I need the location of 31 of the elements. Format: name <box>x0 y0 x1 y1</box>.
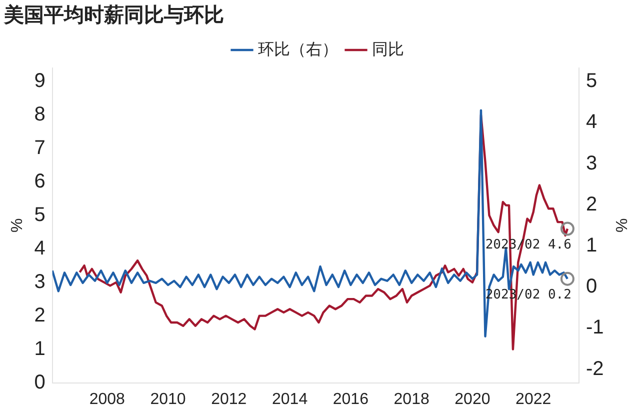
y2-tick-label: 4 <box>586 111 598 134</box>
legend-label: 同比 <box>372 40 404 58</box>
y-tick-label: 0 <box>34 371 46 394</box>
x-tick-label: 2014 <box>272 390 308 408</box>
y-tick-label: 9 <box>34 70 46 92</box>
y-tick-label: 2 <box>34 304 46 326</box>
y-tick-label: 7 <box>34 136 46 159</box>
x-tick-label: 2022 <box>516 390 552 408</box>
y2-tick-label: 2 <box>586 193 598 216</box>
y2-tick-label: 5 <box>586 70 598 92</box>
y2-axis-title: % <box>612 218 629 233</box>
y2-tick-label: 3 <box>586 152 598 174</box>
x-tick-label: 2012 <box>211 390 247 408</box>
y-axis-title: % <box>9 218 26 233</box>
x-tick-label: 2008 <box>89 390 126 408</box>
y-tick-label: 4 <box>34 237 46 260</box>
y-tick-label: 8 <box>34 103 46 126</box>
legend-label: 环比（右） <box>258 40 338 58</box>
x-tick-label: 2016 <box>332 390 369 408</box>
y-tick-label: 5 <box>34 204 46 226</box>
x-tick-label: 2018 <box>394 390 430 408</box>
y2-tick-label: 1 <box>586 234 598 256</box>
x-tick-label: 2010 <box>150 390 186 408</box>
chart-title: 美国平均时薪同比与环比 <box>3 4 224 27</box>
x-tick-label: 2020 <box>454 390 490 408</box>
y-tick-label: 3 <box>34 270 46 293</box>
y-tick-label: 1 <box>34 338 46 360</box>
y2-tick-label: 0 <box>586 276 598 298</box>
y2-tick-label: -1 <box>586 316 604 339</box>
y-tick-label: 6 <box>34 170 46 192</box>
y2-tick-label: -2 <box>586 358 604 380</box>
